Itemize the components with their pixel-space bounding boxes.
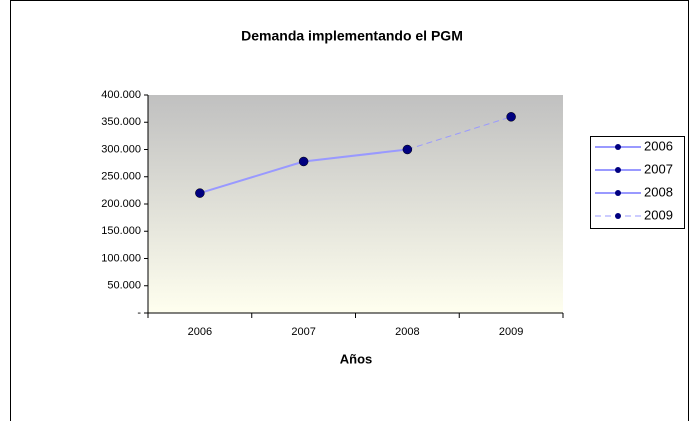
legend-marker <box>615 167 621 173</box>
y-tick-label: 300.000 <box>101 143 141 155</box>
x-tick-label: 2008 <box>395 326 419 338</box>
marker <box>298 156 309 167</box>
legend-marker <box>615 190 621 196</box>
marker <box>402 144 413 155</box>
legend-label: 2008 <box>644 184 673 199</box>
legend <box>590 136 685 229</box>
y-tick-label: 100.000 <box>101 252 141 264</box>
x-tick-label: 2009 <box>499 326 523 338</box>
x-tick-label: 2007 <box>291 326 315 338</box>
marker <box>195 188 205 198</box>
chart-title: Demanda implementando el PGM <box>241 28 463 44</box>
line-segment <box>303 148 408 163</box>
legend-label: 2006 <box>644 138 673 153</box>
y-tick-label: 150.000 <box>101 225 141 237</box>
x-axis-label: Años <box>340 351 373 366</box>
y-tick-label: 50.000 <box>107 280 141 292</box>
marker <box>506 112 516 122</box>
line-segment <box>407 116 512 150</box>
legend-label: 2007 <box>644 161 673 176</box>
y-tick-label: 350.000 <box>101 116 141 128</box>
legend-label: 2009 <box>644 207 673 222</box>
legend-marker <box>615 213 621 219</box>
y-tick-label: 400.000 <box>101 89 141 101</box>
y-tick-label: 250.000 <box>101 171 141 183</box>
y-tick-label: - <box>137 307 141 319</box>
legend-marker <box>615 144 621 150</box>
x-tick-label: 2006 <box>188 326 212 338</box>
plot-area <box>148 95 563 313</box>
y-tick-label: 200.000 <box>101 198 141 210</box>
line-segment <box>199 160 304 195</box>
